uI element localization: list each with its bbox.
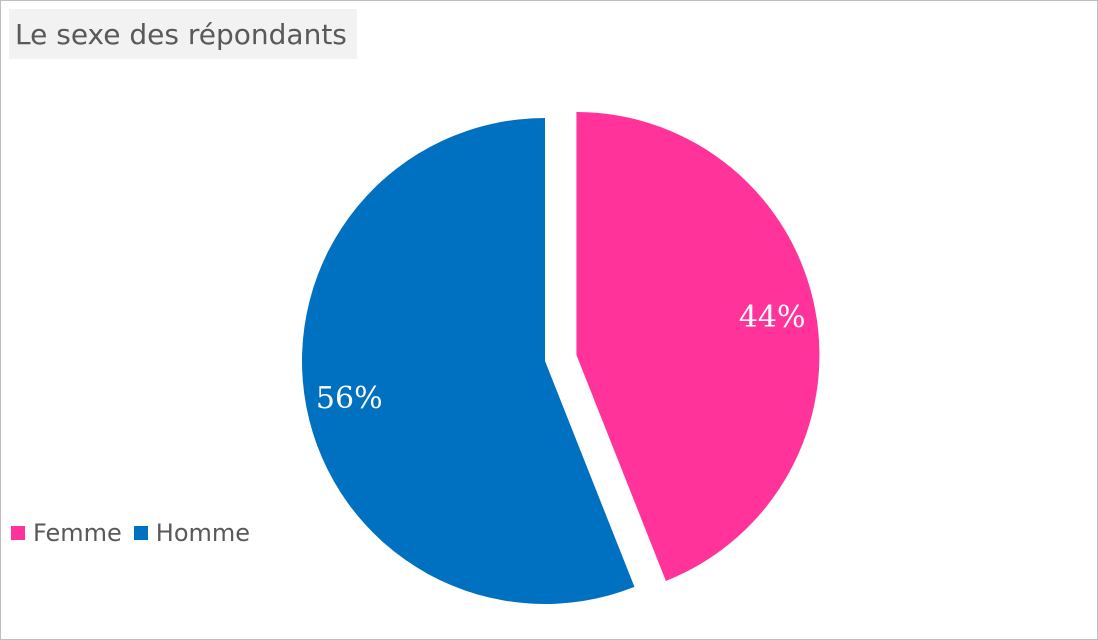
chart-title-box: Le sexe des répondants bbox=[9, 9, 357, 59]
legend-label-homme: Homme bbox=[155, 519, 251, 547]
pie-slice-homme bbox=[301, 118, 635, 604]
chart-legend: Femme Homme bbox=[11, 519, 250, 547]
legend-item-femme: Femme bbox=[11, 519, 122, 547]
data-label-femme: 44% bbox=[739, 300, 806, 335]
legend-label-femme: Femme bbox=[33, 519, 122, 547]
data-label-homme: 56% bbox=[316, 381, 383, 416]
pie-slice-femme bbox=[576, 112, 820, 581]
chart-title: Le sexe des répondants bbox=[15, 17, 347, 51]
legend-swatch-homme bbox=[133, 526, 148, 540]
legend-item-homme: Homme bbox=[133, 519, 251, 547]
legend-swatch-femme bbox=[11, 526, 25, 540]
